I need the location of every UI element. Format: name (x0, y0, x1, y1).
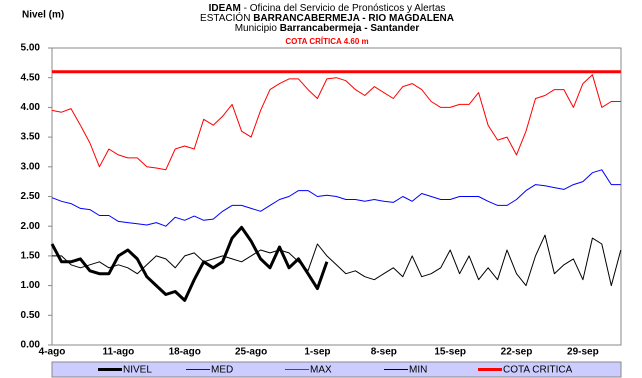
y-tick-label: 3.00 (21, 161, 41, 172)
y-tick-label: 5.00 (21, 43, 41, 54)
x-tick-label: 22-sep (501, 347, 533, 358)
title-part: Municipio (235, 23, 280, 34)
legend-label: COTA CRITICA (503, 365, 573, 376)
x-tick-label: 8-sep (371, 347, 397, 358)
legend-label: MAX (310, 365, 332, 376)
title-part: IDEAM (209, 3, 241, 14)
y-tick-label: 3.50 (21, 132, 41, 143)
annotation: COTA CRÍTICA 4.60 m (285, 37, 368, 46)
y-tick-label: 1.50 (21, 251, 41, 262)
chart-title: ESTACIÓN BARRANCABERMEJA - RIO MAGDALENA (200, 11, 454, 24)
series-line (51, 169, 621, 227)
x-tick-label: 29-sep (567, 347, 599, 358)
title-part: Barrancabermeja - Santander (280, 23, 420, 34)
title-part: ESTACIÓN (200, 11, 253, 24)
y-tick-label: 4.00 (21, 102, 41, 113)
x-tick-label: 18-ago (169, 347, 201, 358)
y-tick-label: 2.50 (21, 191, 41, 202)
y-tick-label: 1.00 (21, 280, 41, 291)
y-tick-label: 4.50 (21, 72, 41, 83)
legend-label: MED (211, 365, 233, 376)
legend-label: NIVEL (123, 365, 152, 376)
y-tick-label: 0.00 (21, 340, 41, 351)
x-tick-label: 15-sep (434, 347, 466, 358)
x-tick-label: 1-sep (304, 347, 330, 358)
series-line (51, 74, 621, 171)
chart-title: IDEAM - Oficina del Servicio de Pronósti… (209, 3, 446, 14)
legend-label: MIN (409, 365, 427, 376)
y-axis-label: Nivel (m) (22, 10, 64, 21)
x-tick-label: 4-ago (39, 347, 66, 358)
x-tick-label: 11-ago (103, 347, 135, 358)
title-part: - Oficina del Servicio de Pronósticos y … (241, 3, 446, 14)
y-tick-label: 0.50 (21, 310, 41, 321)
legend-box (51, 361, 622, 378)
series-line (52, 234, 622, 287)
title-part: BARRANCABERMEJA - RIO MAGDALENA (253, 13, 454, 24)
x-tick-label: 25-ago (235, 347, 267, 358)
chart-title: Municipio Barrancabermeja - Santander (235, 23, 420, 34)
y-tick-label: 2.00 (21, 221, 41, 232)
